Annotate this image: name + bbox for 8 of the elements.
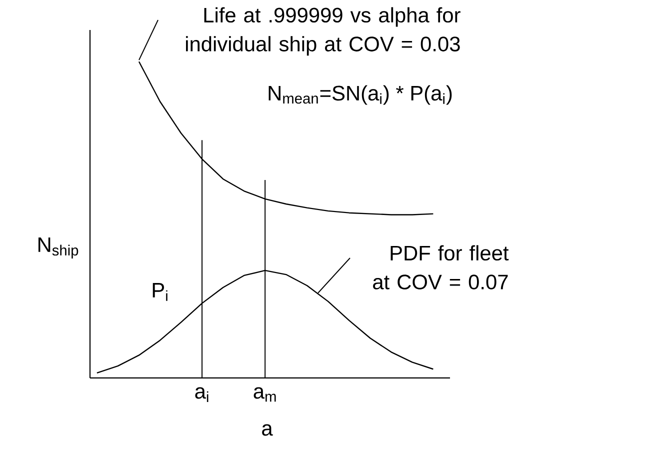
y-axis-title: N$_{ship}$ — [38, 238, 78, 258]
text: Life at .999999 vs alpha for individual ship at COV = 0.03 — [186, 7, 460, 56]
x-axis-title: a — [262, 424, 273, 436]
x-tick-label: a$_{i}$ — [195, 387, 208, 402]
annotation: P$_{i}$ — [152, 283, 168, 301]
series-label: PDF for fleet at COV = 0.07 — [373, 245, 509, 290]
annotation: N$_{mean}$=SN(a$_{i}$) * P(a$_{i}$) — [268, 85, 452, 105]
x-tick-label: a$_{m}$ — [254, 387, 276, 402]
